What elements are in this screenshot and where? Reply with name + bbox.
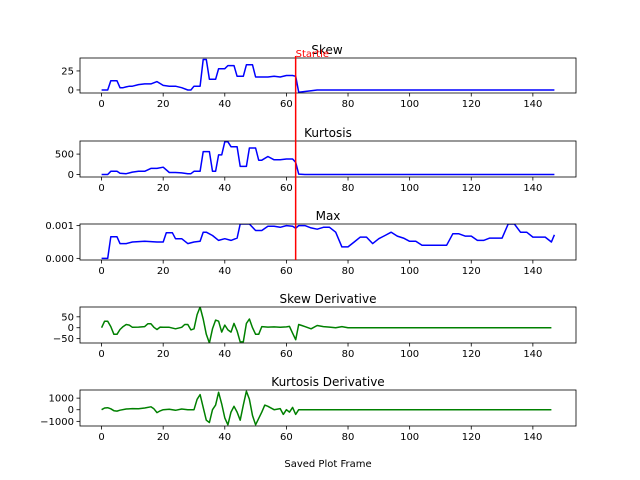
y-tick-label: 0.000 (45, 254, 74, 265)
axes-frame (79, 306, 577, 344)
x-tick-label: 40 (218, 99, 231, 110)
y-tick-label: 0 (68, 323, 74, 334)
y-tick-label: 25 (61, 66, 74, 77)
data-line (100, 307, 552, 343)
x-tick-label: 120 (462, 99, 481, 110)
axes-frame (79, 223, 577, 261)
axes-frame (79, 389, 577, 427)
y-tick-label: 0 (68, 85, 74, 96)
subplot-2: 0 20 40 60 80 100 120 140 0 500 Kurtosis (55, 126, 577, 194)
data-line (101, 390, 552, 426)
y-tick-label: 500 (55, 150, 74, 161)
x-tick-label: 60 (280, 99, 293, 110)
subplots: 0 20 40 60 80 100 120 140 0 25 Skew 0 20 40 60 80 100 120… (40, 43, 577, 443)
x-tick-label: 40 (218, 432, 231, 443)
x-tick-label: 60 (280, 183, 293, 194)
subplot-1: 0 20 40 60 80 100 120 140 0 25 Skew (61, 43, 577, 110)
x-tick-label: 20 (157, 349, 170, 360)
x-tick-label: 60 (280, 432, 293, 443)
x-tick-label: 140 (523, 349, 542, 360)
subplot-title: Skew (311, 43, 343, 57)
x-tick-label: 80 (342, 432, 355, 443)
x-tick-label: 140 (523, 183, 542, 194)
x-tick-label: 100 (400, 183, 419, 194)
x-tick-label: 40 (218, 349, 231, 360)
x-tick-label: 0 (98, 183, 104, 194)
x-tick-label: 20 (157, 432, 170, 443)
subplot-title: Max (316, 209, 341, 223)
axes-frame (79, 140, 577, 178)
x-tick-label: 120 (462, 266, 481, 277)
subplot-title: Kurtosis (304, 126, 352, 140)
x-tick-label: 40 (218, 183, 231, 194)
x-axis-label: Saved Plot Frame (284, 459, 371, 470)
subplot-title: Kurtosis Derivative (271, 375, 384, 389)
x-tick-label: 20 (157, 183, 170, 194)
x-tick-label: 100 (400, 349, 419, 360)
x-tick-label: 80 (342, 99, 355, 110)
startle-annotation: Startle (296, 49, 329, 60)
x-tick-label: 100 (400, 432, 419, 443)
x-tick-label: 140 (523, 99, 542, 110)
y-tick-label: −1000 (40, 417, 74, 428)
x-tick-label: 120 (462, 349, 481, 360)
x-tick-label: 40 (218, 266, 231, 277)
axes-frame (79, 57, 577, 94)
y-tick-label: 1000 (49, 394, 74, 405)
x-tick-label: 100 (400, 99, 419, 110)
x-tick-label: 0 (98, 99, 104, 110)
data-line (101, 58, 555, 93)
x-tick-label: 120 (462, 183, 481, 194)
x-tick-label: 80 (342, 349, 355, 360)
x-tick-label: 80 (342, 183, 355, 194)
x-tick-label: 0 (98, 432, 104, 443)
subplot-title: Skew Derivative (279, 292, 376, 306)
y-tick-label: 0 (68, 405, 74, 416)
data-line (101, 224, 556, 260)
x-tick-label: 20 (157, 266, 170, 277)
x-tick-label: 140 (523, 266, 542, 277)
data-line (101, 141, 555, 176)
subplot-3: 0 20 40 60 80 100 120 140 0.000 0.001 Max (45, 209, 577, 277)
y-tick-label: 0.001 (45, 221, 74, 232)
x-tick-label: 0 (98, 349, 104, 360)
x-tick-label: 20 (157, 99, 170, 110)
x-tick-label: 120 (462, 432, 481, 443)
x-tick-label: 0 (98, 266, 104, 277)
y-tick-label: 0 (68, 170, 74, 181)
y-tick-label: 50 (61, 312, 74, 323)
x-tick-label: 100 (400, 266, 419, 277)
x-tick-label: 60 (280, 266, 293, 277)
y-tick-label: −50 (53, 334, 74, 345)
x-tick-label: 140 (523, 432, 542, 443)
x-tick-label: 60 (280, 349, 293, 360)
x-tick-label: 80 (342, 266, 355, 277)
